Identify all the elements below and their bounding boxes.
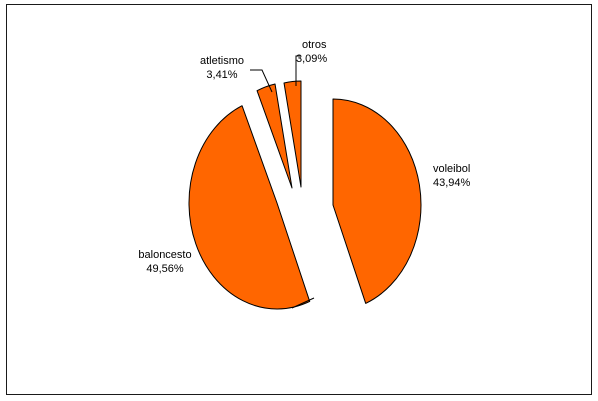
slice-percent-otros: 3,09%	[296, 53, 327, 65]
pie-slice-atletismo	[256, 83, 293, 189]
leader-line-atletismo	[250, 69, 273, 93]
slice-label-atletismo: atletismo	[200, 55, 244, 67]
slice-label-baloncesto: baloncesto	[138, 249, 191, 261]
chart-frame	[6, 4, 592, 395]
slice-percent-baloncesto: 49,56%	[146, 263, 184, 275]
slice-label-otros: otros	[302, 39, 327, 51]
slice-percent-voleibol: 43,94%	[433, 177, 471, 189]
slice-label-voleibol: voleibol	[433, 163, 470, 175]
leader-line-otros	[295, 55, 300, 86]
slice-percent-atletismo: 3,41%	[206, 69, 237, 81]
pie-slice-otros	[283, 80, 302, 188]
pie-slice-voleibol	[332, 98, 422, 304]
pie-slice-baloncesto	[188, 105, 311, 310]
leader-line-baloncesto	[291, 297, 315, 309]
